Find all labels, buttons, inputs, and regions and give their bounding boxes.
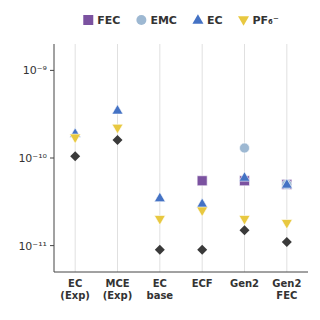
legend-marker bbox=[192, 14, 203, 24]
point bbox=[282, 179, 292, 189]
y-tick bbox=[50, 158, 54, 159]
grid-line bbox=[244, 44, 245, 272]
grid-line bbox=[117, 44, 118, 272]
point bbox=[197, 176, 207, 186]
point bbox=[197, 198, 208, 208]
legend: FEC EMC EC PF₆⁻ bbox=[83, 14, 279, 27]
chart: 10⁻¹¹ 10⁻¹⁰ 10⁻⁹ EC(Exp) MCE(Exp) ECbase ECF Ge… bbox=[0, 0, 320, 320]
legend-label: PF₆⁻ bbox=[253, 14, 279, 27]
x-tick-label: ECF bbox=[192, 278, 213, 289]
point bbox=[70, 151, 80, 161]
point bbox=[281, 220, 292, 230]
legend-label: EC bbox=[207, 14, 223, 27]
series bbox=[70, 135, 292, 255]
legend-item: FEC bbox=[83, 14, 120, 27]
x-tick-label: ECbase bbox=[147, 278, 174, 301]
point bbox=[281, 179, 292, 189]
point bbox=[154, 192, 165, 202]
legend-item: PF₆⁻ bbox=[238, 14, 279, 27]
x-axis-line bbox=[54, 272, 308, 273]
y-tick bbox=[50, 245, 54, 246]
point bbox=[155, 245, 165, 255]
point bbox=[239, 172, 250, 182]
point bbox=[154, 215, 165, 225]
point bbox=[282, 237, 292, 247]
grid bbox=[75, 44, 287, 272]
point bbox=[197, 207, 208, 217]
x-tick-label: EC(Exp) bbox=[60, 278, 90, 301]
x-axis: EC(Exp) MCE(Exp) ECbase ECF Gen2 Gen2FEC bbox=[60, 278, 301, 301]
series bbox=[70, 105, 293, 208]
point bbox=[70, 134, 81, 144]
point bbox=[197, 245, 207, 255]
point bbox=[112, 124, 123, 134]
x-tick-label: Gen2FEC bbox=[272, 278, 301, 301]
y-axis: 10⁻¹¹ 10⁻¹⁰ 10⁻⁹ bbox=[18, 64, 54, 252]
legend-item: EMC bbox=[136, 14, 177, 27]
legend-label: FEC bbox=[97, 14, 120, 27]
grid-line bbox=[159, 44, 160, 272]
legend-item: EC bbox=[192, 14, 222, 27]
point bbox=[239, 215, 250, 225]
x-tick-label: MCE(Exp) bbox=[103, 278, 133, 301]
point bbox=[240, 143, 250, 153]
series bbox=[70, 124, 293, 229]
point bbox=[240, 225, 250, 235]
y-tick-label: 10⁻⁹ bbox=[23, 64, 47, 77]
y-tick-label: 10⁻¹⁰ bbox=[18, 152, 47, 165]
legend-marker bbox=[83, 15, 93, 25]
point bbox=[112, 105, 123, 115]
legend-label: EMC bbox=[150, 14, 177, 27]
legend-marker bbox=[136, 15, 146, 25]
grid-line bbox=[202, 44, 203, 272]
legend-marker bbox=[238, 16, 249, 26]
y-tick-label: 10⁻¹¹ bbox=[18, 240, 47, 253]
point bbox=[282, 179, 292, 189]
marks bbox=[70, 105, 293, 255]
y-tick bbox=[50, 70, 54, 71]
x-tick-label: Gen2 bbox=[230, 278, 259, 289]
point bbox=[113, 135, 123, 145]
series bbox=[240, 143, 292, 189]
